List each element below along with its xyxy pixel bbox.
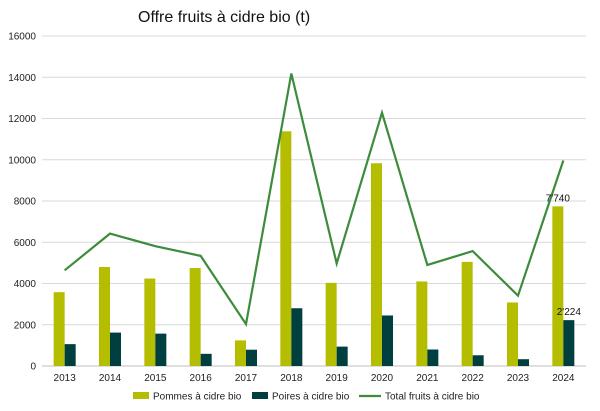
legend-swatch xyxy=(252,392,268,399)
x-tick-label: 2015 xyxy=(144,373,167,384)
bar xyxy=(53,292,65,366)
bar xyxy=(99,267,110,366)
bar xyxy=(110,332,121,366)
data-label: 7'740 xyxy=(546,193,571,204)
bar xyxy=(461,261,473,366)
bar xyxy=(189,268,201,366)
x-tick-label: 2014 xyxy=(99,373,122,384)
data-label: 2'224 xyxy=(557,307,582,318)
bar xyxy=(291,308,303,366)
bar xyxy=(246,349,257,366)
y-tick-label: 16000 xyxy=(8,32,36,43)
bar xyxy=(144,278,156,366)
x-tick-label: 2016 xyxy=(190,373,213,384)
y-tick-label: 0 xyxy=(30,362,36,373)
x-tick-label: 2023 xyxy=(507,373,530,384)
bar xyxy=(563,320,575,366)
legend-swatch xyxy=(133,392,149,399)
bar xyxy=(382,315,393,366)
x-tick-label: 2021 xyxy=(416,373,439,384)
bar xyxy=(507,302,518,366)
bar xyxy=(472,355,484,366)
y-tick-label: 4000 xyxy=(14,279,37,290)
bar xyxy=(200,353,212,366)
bar xyxy=(416,281,428,366)
x-tick-label: 2017 xyxy=(235,373,258,384)
y-tick-label: 12000 xyxy=(8,114,36,125)
y-tick-label: 2000 xyxy=(14,320,37,331)
series-line xyxy=(63,73,565,328)
bar xyxy=(325,282,337,366)
y-tick-label: 10000 xyxy=(8,155,36,166)
bar xyxy=(155,333,167,366)
bar xyxy=(280,131,292,366)
legend-label: Poires à cidre bio xyxy=(272,392,350,403)
x-tick-label: 2013 xyxy=(54,373,77,384)
x-tick-label: 2018 xyxy=(280,373,303,384)
bar xyxy=(336,346,348,366)
bar xyxy=(371,163,382,366)
legend-label: Total fruits à cidre bio xyxy=(385,392,480,403)
y-tick-label: 14000 xyxy=(8,73,36,84)
bar xyxy=(518,359,529,366)
chart-title: Offre fruits à cidre bio (t) xyxy=(138,9,311,26)
bar xyxy=(235,340,246,366)
x-tick-label: 2020 xyxy=(371,373,394,384)
x-tick-label: 2019 xyxy=(326,373,349,384)
bar xyxy=(64,344,76,366)
x-tick-label: 2022 xyxy=(462,373,485,384)
legend-label: Pommes à cidre bio xyxy=(153,392,242,403)
bar xyxy=(552,206,564,366)
y-tick-label: 6000 xyxy=(14,238,37,249)
x-tick-label: 2024 xyxy=(552,373,575,384)
bar xyxy=(427,349,439,366)
y-tick-label: 8000 xyxy=(14,197,37,208)
